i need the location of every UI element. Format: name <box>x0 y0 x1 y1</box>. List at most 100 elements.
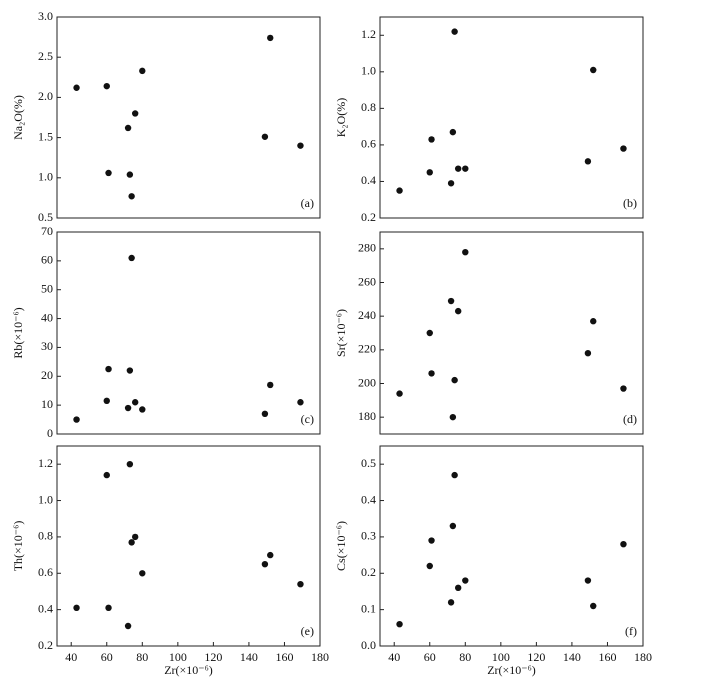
point <box>426 169 433 176</box>
y-tick-label: 1.2 <box>361 27 376 41</box>
y-tick-label: 0.6 <box>38 565 53 579</box>
y-tick-label: 0.6 <box>361 137 376 151</box>
point <box>449 413 457 421</box>
point <box>124 124 132 132</box>
y-axis-label: K₂O(%) <box>334 98 348 138</box>
x-tick-label: 160 <box>275 650 293 664</box>
panel-label: (e) <box>301 624 314 638</box>
y-tick-label: 0.4 <box>38 601 53 615</box>
point <box>447 180 455 187</box>
y-tick-label: 0.4 <box>361 492 376 506</box>
point <box>103 471 110 479</box>
point <box>267 551 274 559</box>
x-tick-label: 80 <box>136 650 148 664</box>
point <box>261 133 269 140</box>
point <box>128 193 135 200</box>
point <box>426 329 433 337</box>
plot-frame <box>379 16 644 219</box>
plot-frame <box>56 231 321 435</box>
y-tick-label: 280 <box>358 241 376 255</box>
point <box>462 577 469 584</box>
y-tick-label: 1.0 <box>361 64 376 78</box>
point <box>428 370 435 377</box>
point <box>584 577 592 584</box>
point <box>449 128 457 136</box>
point <box>103 397 110 405</box>
plot-frame <box>56 16 321 219</box>
point <box>128 254 135 262</box>
y-tick-label: 0.0 <box>361 638 376 652</box>
y-tick-label: 1.0 <box>38 170 53 184</box>
x-tick-label: 60 <box>101 650 113 664</box>
y-tick-label: 0.8 <box>38 529 53 543</box>
y-tick-label: 3.0 <box>38 9 53 23</box>
point <box>131 399 139 406</box>
point <box>454 584 462 592</box>
y-axis-label: Rb(×10⁻⁶) <box>11 307 25 358</box>
y-tick-label: 40 <box>41 310 53 324</box>
x-axis-label: Zr(×10⁻⁶) <box>164 663 213 677</box>
y-tick-label: 0.4 <box>361 173 376 187</box>
point <box>126 171 134 178</box>
plot-frame <box>379 231 644 435</box>
point <box>396 390 403 397</box>
panel-label: (b) <box>623 196 637 210</box>
y-tick-label: 0.8 <box>361 100 376 114</box>
point <box>428 537 435 544</box>
y-tick-label: 0.5 <box>361 456 376 470</box>
point <box>267 381 274 389</box>
point <box>124 404 132 412</box>
point <box>297 142 304 149</box>
point <box>261 560 269 568</box>
y-tick-label: 0.2 <box>38 638 53 652</box>
point <box>584 158 592 165</box>
point <box>139 570 146 577</box>
point <box>126 367 134 374</box>
x-tick-label: 100 <box>169 650 187 664</box>
y-tick-label: 30 <box>41 339 53 353</box>
x-tick-label: 120 <box>204 650 222 664</box>
point <box>396 620 403 628</box>
point <box>261 410 269 417</box>
point <box>73 416 80 423</box>
panel-label: (c) <box>301 412 314 426</box>
point <box>139 406 146 413</box>
panel-label: (f) <box>625 624 637 638</box>
point <box>131 110 139 117</box>
point <box>426 562 433 570</box>
x-axis-label: Zr(×10⁻⁶) <box>487 663 536 677</box>
x-tick-label: 160 <box>598 650 616 664</box>
point <box>451 28 458 35</box>
point <box>428 136 435 143</box>
point <box>620 540 627 548</box>
plot-frame <box>379 445 644 647</box>
y-tick-label: 220 <box>358 342 376 356</box>
point <box>620 385 627 392</box>
y-axis-label: Cs(×10⁻⁶) <box>334 521 348 571</box>
point <box>73 604 80 612</box>
x-tick-label: 40 <box>65 650 77 664</box>
point <box>105 169 112 177</box>
point <box>297 399 304 406</box>
plot-frame <box>56 445 321 647</box>
point <box>105 604 112 612</box>
point <box>590 318 597 325</box>
y-tick-label: 0.2 <box>361 565 376 579</box>
y-tick-label: 1.5 <box>38 129 53 143</box>
x-tick-label: 180 <box>634 650 652 664</box>
y-tick-label: 240 <box>358 308 376 322</box>
point <box>584 350 592 357</box>
x-tick-label: 100 <box>492 650 510 664</box>
point <box>451 376 458 384</box>
point <box>297 580 304 588</box>
y-tick-label: 2.5 <box>38 49 53 63</box>
y-tick-label: 70 <box>41 224 53 238</box>
point <box>590 66 597 74</box>
point <box>267 34 274 42</box>
y-tick-label: 200 <box>358 375 376 389</box>
y-tick-label: 60 <box>41 253 53 267</box>
y-tick-label: 1.2 <box>38 456 53 470</box>
point <box>103 82 110 90</box>
y-axis-label: Sr(×10⁻⁶) <box>334 309 348 357</box>
